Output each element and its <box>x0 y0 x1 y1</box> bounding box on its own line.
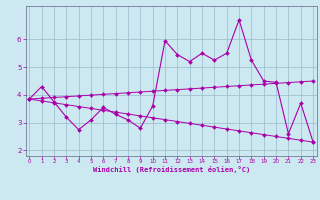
X-axis label: Windchill (Refroidissement éolien,°C): Windchill (Refroidissement éolien,°C) <box>92 166 250 173</box>
